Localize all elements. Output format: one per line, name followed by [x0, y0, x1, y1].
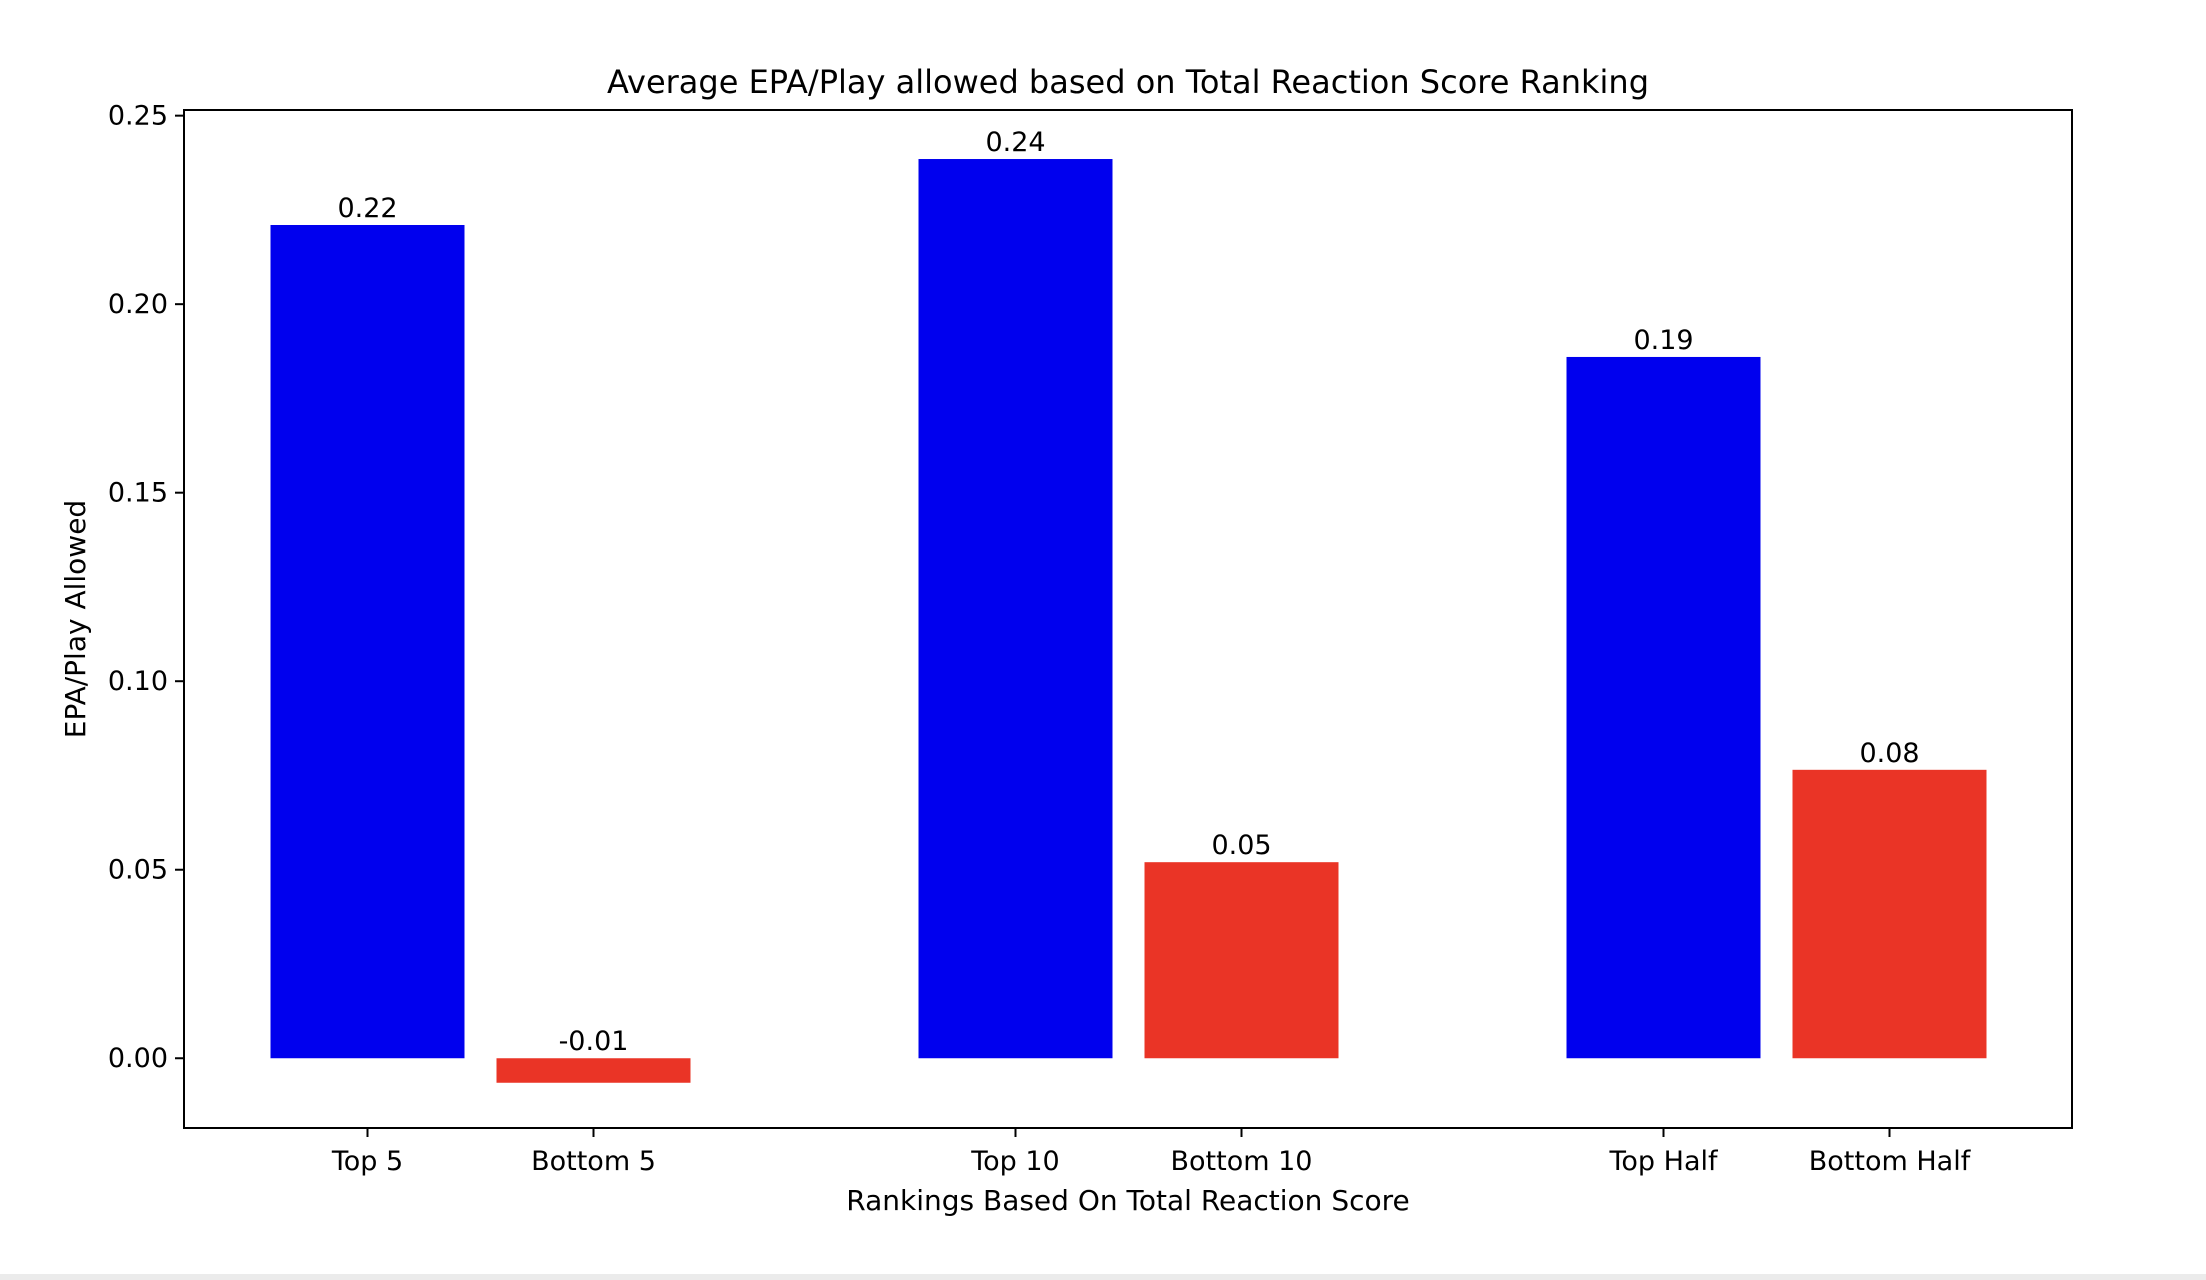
y-axis: 0.00 0.05 0.10 0.15 0.20 0.25 [108, 101, 184, 1074]
x-tick-label: Top 10 [970, 1146, 1060, 1177]
chart-title: Average EPA/Play allowed based on Total … [607, 63, 1649, 101]
bars-layer [270, 159, 1987, 1083]
bar-top-10 [918, 159, 1113, 1059]
data-label: -0.01 [559, 1026, 629, 1057]
bottom-strip [0, 1274, 2206, 1280]
x-tick-label: Bottom 10 [1171, 1146, 1313, 1177]
bar-bottom-10 [1144, 862, 1339, 1059]
x-tick-label: Bottom Half [1809, 1146, 1972, 1177]
plot-frame [183, 109, 2073, 1129]
data-label: 0.08 [1859, 738, 1919, 769]
bar-top-5 [270, 224, 465, 1059]
data-label: 0.24 [985, 127, 1045, 158]
bar-bottom-half [1792, 769, 1987, 1059]
bar-bottom-5 [496, 1058, 691, 1083]
x-tick-label: Top 5 [331, 1146, 403, 1177]
y-axis-label: EPA/Play Allowed [59, 500, 92, 738]
data-label: 0.19 [1633, 325, 1693, 356]
bar-top-half [1566, 356, 1761, 1059]
x-tick-label: Bottom 5 [531, 1146, 656, 1177]
data-label: 0.05 [1211, 830, 1271, 861]
y-tick-label: 0.15 [108, 478, 168, 509]
y-tick-label: 0.05 [108, 855, 168, 886]
y-tick-label: 0.20 [108, 289, 168, 320]
x-tick-label: Top Half [1609, 1146, 1719, 1177]
data-labels-layer: 0.22 -0.01 0.24 0.05 0.19 0.08 [337, 127, 1919, 1057]
x-axis-label: Rankings Based On Total Reaction Score [846, 1184, 1410, 1217]
y-tick-label: 0.25 [108, 101, 168, 132]
y-tick-label: 0.00 [108, 1043, 168, 1074]
y-tick-label: 0.10 [108, 666, 168, 697]
x-axis: Top 5 Bottom 5 Top 10 Bottom 10 Top Half Bott… [331, 1128, 1972, 1177]
data-label: 0.22 [337, 193, 397, 224]
